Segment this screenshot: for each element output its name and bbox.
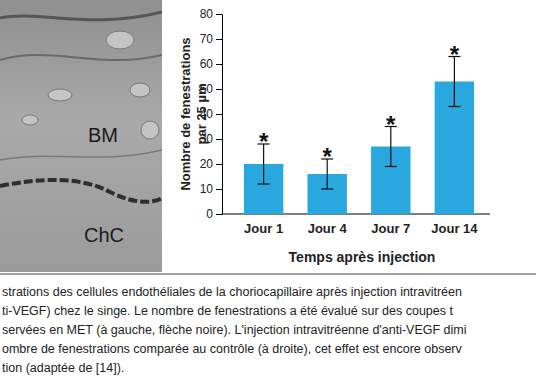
micrograph-label: BM	[88, 124, 118, 146]
y-tick-label: 10	[200, 182, 214, 196]
vesicle	[141, 121, 159, 139]
y-tick: 20	[200, 157, 222, 171]
y-tick-mark	[216, 189, 222, 190]
y-tick-label: 0	[206, 207, 213, 221]
x-axis-title: Temps après injection	[289, 249, 436, 265]
y-tick-label: 80	[200, 7, 214, 21]
y-tick-mark	[216, 114, 222, 115]
x-tick: Jour 4	[308, 214, 348, 236]
y-tick-mark	[216, 89, 222, 90]
vesicle	[106, 31, 134, 49]
error-bar-cap	[321, 188, 333, 189]
caption-line: strations des cellules endothéliales de …	[2, 285, 462, 299]
micrograph-background	[0, 0, 162, 272]
fenestrated-membrane	[0, 180, 162, 202]
caption-line: ombre de fenestrations comparée au contr…	[2, 342, 462, 356]
caption-rule	[0, 274, 536, 275]
y-tick-label: 20	[200, 157, 214, 171]
significance-marker: *	[386, 111, 396, 138]
figure: BMChC01020304050607080Jour 1Jour 4Jour 7…	[0, 0, 536, 386]
error-bar-cap	[385, 166, 397, 167]
y-tick-mark	[216, 214, 222, 215]
y-tick: 70	[200, 32, 222, 46]
y-tick-mark	[216, 164, 222, 165]
significance-marker: *	[450, 41, 460, 68]
x-axis: Jour 1 Jour 4 Jour 7 Jour 14	[222, 214, 490, 236]
y-tick-mark	[216, 39, 222, 40]
vesicle	[22, 115, 38, 125]
y-tick-mark	[216, 64, 222, 65]
x-tick-label: Jour 14	[431, 221, 478, 236]
y-axis-title: Nombre de fenestrationspar 25 µm	[178, 37, 209, 190]
caption-line: servées en MET (à gauche, flèche noire).…	[2, 323, 467, 337]
x-tick-label: Jour 7	[371, 221, 410, 236]
y-tick: 80	[200, 7, 222, 21]
error-bar-cap	[448, 106, 460, 107]
y-tick-mark	[216, 14, 222, 15]
bars	[244, 57, 474, 215]
significance-marker: *	[259, 128, 269, 155]
membrane-upper	[0, 55, 162, 60]
micrograph-label: ChC	[84, 224, 124, 246]
x-tick-label: Jour 1	[244, 221, 283, 236]
vesicle	[48, 89, 72, 101]
y-tick: 0	[206, 207, 222, 221]
significance-marker: *	[323, 143, 333, 170]
x-tick: Jour 1	[244, 214, 283, 236]
x-tick-label: Jour 4	[308, 221, 348, 236]
error-bar-cap	[258, 183, 270, 184]
x-tick: Jour 7	[371, 214, 410, 236]
y-tick-mark	[216, 139, 222, 140]
caption-line: tion (adaptée de [14]).	[2, 361, 124, 375]
basement-membrane	[0, 150, 162, 160]
vesicle	[130, 83, 150, 97]
y-tick: 60	[200, 57, 222, 71]
y-tick-label: 70	[200, 32, 214, 46]
y-tick-label: 60	[200, 57, 214, 71]
membrane-top	[0, 12, 162, 20]
micrograph	[0, 0, 162, 272]
caption-line: ti-VEGF) chez le singe. Le nombre de fen…	[2, 304, 453, 318]
y-tick: 10	[200, 182, 222, 196]
y-axis-line	[222, 15, 223, 215]
x-tick: Jour 14	[431, 214, 478, 236]
